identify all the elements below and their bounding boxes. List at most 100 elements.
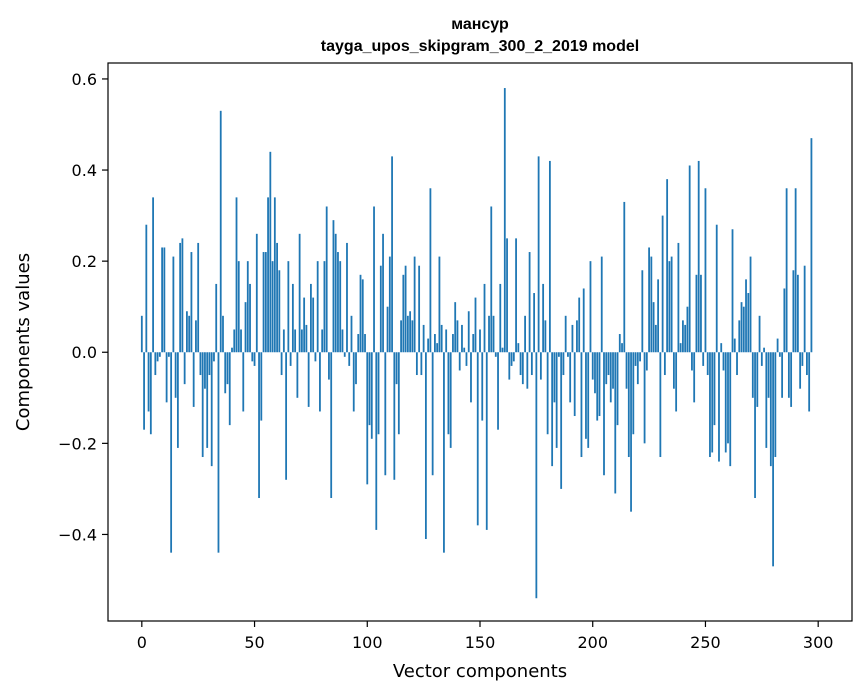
bar	[278, 270, 281, 353]
bar	[501, 347, 504, 353]
bar	[713, 352, 716, 426]
bar	[535, 352, 538, 599]
bar	[526, 352, 529, 389]
bar	[621, 343, 623, 353]
bar	[447, 352, 450, 435]
bar	[738, 320, 741, 353]
bar	[328, 352, 330, 380]
bar	[402, 274, 405, 353]
bar	[140, 315, 143, 353]
x-tick-label: 200	[577, 633, 608, 652]
bar	[675, 352, 678, 412]
bar	[422, 324, 425, 353]
bar	[235, 197, 238, 353]
bar	[618, 334, 621, 353]
bar	[756, 352, 759, 407]
bar	[391, 156, 393, 353]
bar	[393, 352, 396, 480]
bar	[718, 352, 720, 462]
bar	[300, 329, 303, 353]
bar	[314, 352, 317, 362]
bar	[630, 352, 632, 512]
bar	[679, 343, 682, 353]
bar	[170, 352, 173, 553]
bar	[404, 265, 407, 353]
bar	[375, 352, 378, 530]
bar	[661, 215, 664, 353]
bar	[262, 252, 265, 353]
bar	[609, 352, 612, 403]
bar	[684, 324, 687, 353]
bar	[316, 261, 319, 353]
bar	[555, 352, 558, 448]
bar	[271, 261, 274, 353]
bar	[400, 320, 402, 353]
bar	[289, 352, 292, 366]
bar	[571, 324, 574, 353]
bar	[765, 352, 768, 448]
bar	[643, 352, 646, 444]
bar	[778, 352, 781, 357]
bar	[201, 352, 204, 458]
bar	[465, 352, 468, 366]
bar	[634, 352, 637, 366]
bar	[411, 320, 414, 353]
bar	[494, 352, 497, 357]
chart-subtitle: tayga_upos_skipgram_300_2_2019 model	[321, 38, 639, 55]
bar	[386, 306, 389, 353]
bar	[603, 352, 605, 476]
bar	[379, 265, 382, 353]
bar	[663, 352, 666, 376]
bar	[474, 297, 477, 353]
bar	[548, 160, 551, 353]
bar	[298, 233, 301, 353]
bar	[677, 242, 680, 353]
bar	[190, 252, 193, 353]
bar	[222, 315, 224, 353]
x-tick-label: 250	[690, 633, 721, 652]
bar	[467, 311, 470, 353]
bar	[213, 352, 215, 362]
bar	[339, 261, 342, 353]
y-tick-label: 0.2	[72, 252, 97, 271]
bar	[348, 352, 351, 366]
bar	[490, 206, 493, 353]
bar	[179, 242, 182, 353]
bar	[364, 334, 366, 353]
bar	[438, 256, 441, 353]
bar	[740, 302, 743, 353]
bar	[210, 352, 213, 467]
bar	[668, 261, 671, 353]
bar	[456, 320, 459, 353]
bar	[217, 352, 220, 553]
bar	[533, 293, 536, 353]
bar	[176, 352, 179, 448]
y-tick-label: 0.0	[72, 343, 97, 362]
bars	[140, 88, 813, 599]
bar	[745, 279, 747, 353]
bar	[332, 220, 335, 353]
bar	[774, 352, 777, 458]
bar	[388, 256, 391, 353]
bar	[420, 352, 423, 376]
bar	[370, 352, 373, 439]
bar	[287, 261, 290, 353]
bar	[429, 188, 432, 353]
bar	[542, 283, 545, 353]
bar	[792, 270, 795, 353]
bar	[763, 347, 765, 353]
bar	[296, 352, 299, 398]
bar	[512, 352, 515, 362]
bar	[440, 324, 443, 353]
y-tick-label: −0.2	[58, 434, 97, 453]
bar	[273, 197, 276, 353]
y-axis-ticks: −0.4 −0.2 0.0 0.2 0.4 0.6	[58, 70, 108, 544]
bar	[443, 352, 445, 553]
bar	[172, 256, 175, 353]
bar	[781, 352, 784, 398]
bar	[709, 352, 711, 458]
bar	[767, 352, 770, 398]
bar	[625, 352, 628, 389]
bar	[591, 352, 594, 380]
